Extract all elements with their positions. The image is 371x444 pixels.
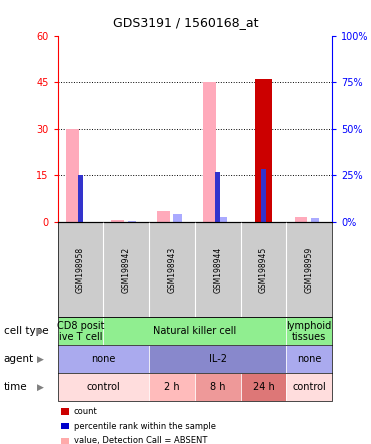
Bar (295, 218, 307, 222)
Text: GSM198944: GSM198944 (213, 246, 222, 293)
Bar (261, 169, 266, 222)
Text: cell type: cell type (4, 326, 48, 337)
Text: IL-2: IL-2 (209, 354, 227, 365)
Bar (255, 79, 272, 222)
Text: GSM198942: GSM198942 (122, 247, 131, 293)
Text: percentile rank within the sample: percentile rank within the sample (74, 422, 216, 431)
Text: ▶: ▶ (37, 355, 44, 364)
Bar (128, 221, 136, 222)
Bar (311, 218, 319, 222)
Text: control: control (292, 382, 326, 392)
Bar (203, 82, 216, 222)
Text: lymphoid
tissues: lymphoid tissues (286, 321, 332, 342)
Bar (66, 129, 79, 222)
Text: GSM198958: GSM198958 (76, 247, 85, 293)
Text: Natural killer cell: Natural killer cell (153, 326, 236, 337)
Text: none: none (91, 354, 115, 365)
Text: none: none (297, 354, 321, 365)
Bar (78, 175, 83, 222)
Text: 2 h: 2 h (164, 382, 180, 392)
Text: CD8 posit
ive T cell: CD8 posit ive T cell (57, 321, 104, 342)
Text: control: control (86, 382, 120, 392)
Text: GSM198943: GSM198943 (167, 246, 176, 293)
Text: time: time (4, 382, 27, 392)
Text: GSM198945: GSM198945 (259, 246, 268, 293)
Text: GDS3191 / 1560168_at: GDS3191 / 1560168_at (113, 16, 258, 28)
Text: ▶: ▶ (37, 383, 44, 392)
Text: GSM198959: GSM198959 (305, 246, 313, 293)
Text: 8 h: 8 h (210, 382, 226, 392)
Text: count: count (74, 407, 98, 416)
Bar (112, 221, 124, 222)
Text: ▶: ▶ (37, 327, 44, 336)
Text: agent: agent (4, 354, 34, 365)
Bar (215, 172, 220, 222)
Bar (219, 218, 227, 222)
Text: value, Detection Call = ABSENT: value, Detection Call = ABSENT (74, 436, 207, 444)
Bar (173, 214, 181, 222)
Text: 24 h: 24 h (253, 382, 274, 392)
Bar (157, 211, 170, 222)
